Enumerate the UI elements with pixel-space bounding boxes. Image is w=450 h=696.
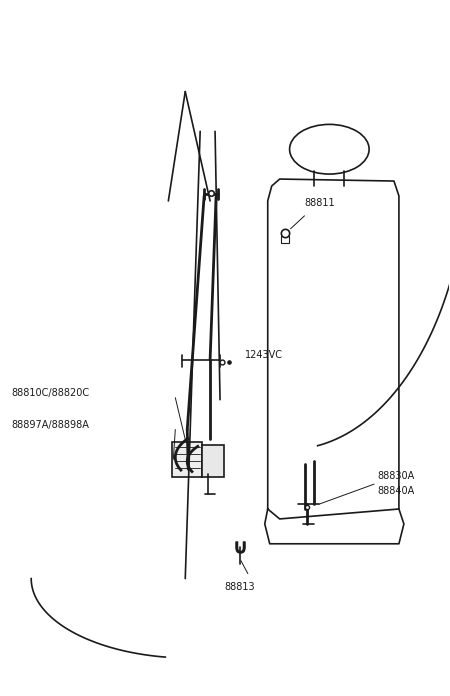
Text: 88811: 88811 [305,198,335,208]
Text: 1243VC: 1243VC [245,350,283,360]
Bar [172,443,202,477]
Ellipse shape [290,125,369,174]
Bar [202,445,224,477]
Text: 88813: 88813 [225,582,255,592]
Bar [281,236,288,243]
Text: 88897A/88898A: 88897A/88898A [11,420,89,429]
Text: 88830A: 88830A [377,471,414,481]
Text: 88840A: 88840A [377,486,414,496]
Text: 88810C/88820C: 88810C/88820C [11,388,90,397]
